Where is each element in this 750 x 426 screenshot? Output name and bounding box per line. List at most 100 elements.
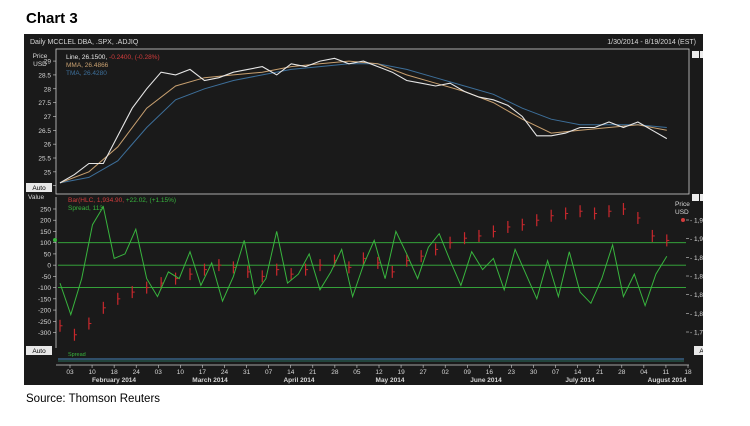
price-series-line (59, 57, 668, 184)
legend-tma: TMA, 26.4280 (66, 70, 107, 77)
price-tick-label: 28 (44, 86, 52, 93)
spread-tick-label: -250 (38, 319, 51, 326)
price-tick-label: 29 (44, 59, 52, 66)
legend-mma: MMA, 26.4866 (66, 62, 109, 69)
spread-panel: Value Price USD 250 200 150 100 50 0 -50 -100 -1… (26, 194, 703, 355)
legend-mma-value: 26.4866 (85, 62, 109, 69)
spread-legend: Bar(HLC, 1,934.90, +22.02, (+1.15%) Spre… (68, 197, 176, 212)
spx-last-marker (681, 218, 685, 222)
price-tick-label: 25.5 (38, 156, 51, 163)
spread-tick-label: -50 (42, 274, 52, 281)
x-tick-label: 07 (265, 369, 273, 376)
x-tick-label: 30 (530, 369, 538, 376)
x-tick-label: 12 (375, 369, 383, 376)
legend-spx-change: +22.02, (+1.15%) (126, 197, 176, 204)
spx-tick-label: - 1,860 (690, 274, 703, 281)
x-tick-label: 14 (574, 369, 582, 376)
spread-auto-button[interactable] (26, 346, 52, 355)
chart-panel: Daily MCCLEL DBA, .SPX, .ADJIQ 1/30/2014… (24, 34, 703, 385)
legend-line-name: Line (66, 54, 79, 61)
x-tick-label: 24 (133, 369, 141, 376)
x-tick-label: 18 (111, 369, 119, 376)
x-tick-label: 14 (287, 369, 295, 376)
spread-tick-label: -150 (38, 296, 51, 303)
price-tick-label: 27.5 (38, 100, 51, 107)
x-tick-label: 27 (420, 369, 428, 376)
legend-spx-value: 1,934.90 (97, 197, 123, 204)
spread-tick-label: 0 (47, 263, 51, 270)
source-note: Source: Thomson Reuters (26, 393, 161, 405)
spx-tick-label: - 1,920 (690, 236, 703, 243)
spread-axis-title: Value (28, 194, 45, 201)
price-series (59, 57, 668, 184)
mini-spread-strip: Spread (58, 352, 684, 362)
instrument-label: Daily MCCLEL DBA, .SPX, .ADJIQ (30, 39, 139, 46)
spread-panel-buttons[interactable] (692, 194, 703, 201)
spx-auto-button[interactable] (694, 346, 703, 355)
x-tick-label: 02 (442, 369, 450, 376)
x-tick-label: 24 (221, 369, 229, 376)
x-tick-label: 09 (464, 369, 472, 376)
x-axis: 03 10 18 24 03 10 17 24 31 07 14 21 28 05 12 19 27 02 09 16… (56, 364, 692, 384)
price-tick-label: 26 (44, 142, 52, 149)
legend-line-change: -0.2400, (-0.28%) (109, 54, 160, 61)
price-minimize-button[interactable] (692, 51, 699, 58)
price-tick-label: 25 (44, 169, 52, 176)
x-tick-label: 21 (309, 369, 317, 376)
price-legend: Line, 26.1500, -0.2400, (-0.28%) MMA, 26… (66, 54, 160, 77)
x-tick-label: 05 (353, 369, 361, 376)
x-tick-label: 10 (177, 369, 185, 376)
legend-line: Line, 26.1500, -0.2400, (-0.28%) (66, 54, 160, 61)
legend-tma-value: 26.4280 (83, 70, 107, 77)
spread-tick-label: -300 (38, 330, 51, 337)
price-panel-buttons[interactable] (692, 51, 703, 58)
price-tick-label: 26.5 (38, 128, 51, 135)
spread-minimize-button[interactable] (692, 194, 699, 201)
spread-tick-label: 50 (44, 251, 52, 258)
spx-tick-label: - 1,890 (690, 255, 703, 262)
legend-spread: Spread, 113 (68, 205, 103, 212)
spx-axis-ticks: - 1,950 - 1,920 - 1,890 - 1,860 - 1,830 - 1,8… (686, 218, 703, 337)
spread-tick-label: -200 (38, 308, 51, 315)
x-tick-label: 31 (243, 369, 251, 376)
legend-tma-name: TMA (66, 70, 80, 77)
price-series-mma (59, 60, 667, 184)
x-month-label: May 2014 (376, 377, 405, 384)
x-tick-label: 28 (331, 369, 339, 376)
price-close-button[interactable] (700, 51, 703, 58)
price-plot-area (55, 48, 690, 195)
price-axis-title-unit: USD (33, 61, 47, 68)
x-tick-label: 28 (618, 369, 626, 376)
x-month-label: March 2014 (192, 377, 228, 384)
x-tick-label: 04 (640, 369, 648, 376)
x-month-label: August 2014 (648, 377, 687, 384)
spx-tick-label: - 1,800 (690, 311, 703, 318)
spx-tick-label: - 1,770 (690, 330, 703, 337)
x-axis-ticks: 03 10 18 24 03 10 17 24 31 07 14 21 28 05 12 19 27 02 09 16… (66, 365, 692, 376)
spread-series (59, 205, 668, 317)
date-range-label: 1/30/2014 - 8/19/2014 (EST) (607, 39, 696, 46)
x-month-label: April 2014 (283, 377, 314, 384)
legend-mma-name: MMA (66, 62, 82, 69)
spread-left-marker (53, 238, 57, 242)
x-tick-label: 21 (596, 369, 604, 376)
spx-axis-title-unit: USD (675, 209, 689, 216)
legend-spread-name: Spread (68, 205, 89, 212)
spread-tick-label: 250 (40, 206, 51, 213)
spx-price-bars (59, 202, 670, 341)
spread-tick-label: -100 (38, 285, 51, 292)
x-tick-label: 18 (684, 369, 692, 376)
x-tick-label: 11 (663, 369, 670, 376)
x-tick-label: 17 (199, 369, 207, 376)
x-tick-label: 03 (155, 369, 163, 376)
legend-line-value: 26.1500 (82, 54, 106, 61)
spx-tick-label: - 1,830 (690, 292, 703, 299)
spread-tick-label: 200 (40, 218, 51, 225)
price-auto-button[interactable] (26, 183, 52, 192)
spx-auto-label: Auto (699, 348, 703, 355)
price-axis-title: Price (33, 53, 48, 60)
x-tick-label: 16 (486, 369, 494, 376)
legend-spx-name: Bar(HLC (68, 197, 94, 204)
spread-close-button[interactable] (700, 194, 703, 201)
spx-tick-label: - 1,950 (690, 218, 703, 225)
